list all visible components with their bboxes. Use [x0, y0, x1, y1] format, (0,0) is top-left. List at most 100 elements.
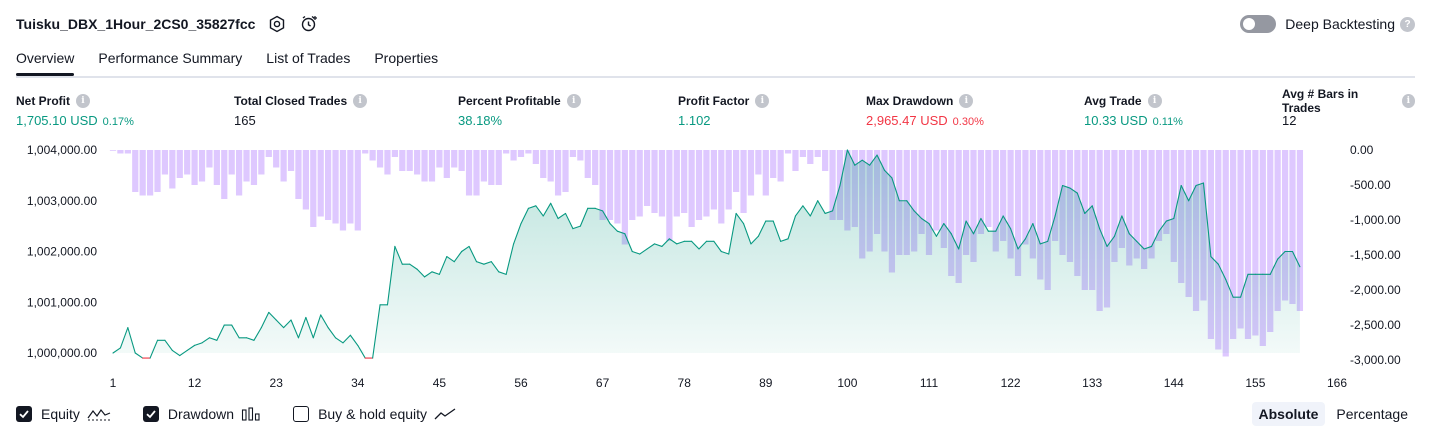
- info-icon[interactable]: i: [76, 94, 90, 108]
- legend-drawdown[interactable]: Drawdown: [142, 406, 261, 422]
- drawdown-bar: [599, 150, 606, 220]
- info-icon[interactable]: i: [1401, 94, 1415, 108]
- drawdown-bar: [317, 150, 324, 217]
- drawdown-tick-label: -2,000.00: [1350, 283, 1401, 297]
- drawdown-bar: [473, 150, 480, 196]
- drawdown-bar: [695, 150, 703, 220]
- equity-segment: [668, 238, 678, 245]
- info-icon[interactable]: i: [959, 94, 974, 108]
- drawdown-bar: [962, 150, 970, 255]
- drawdown-bar: [643, 150, 651, 206]
- equity-tick-label: 1,003,000.00: [27, 194, 97, 208]
- equity-segment: [794, 205, 804, 217]
- equity-drawdown-chart[interactable]: 1,004,000.00 1,003,000.00 1,002,000.00 1,00…: [0, 140, 1431, 396]
- equity-segment: [1188, 184, 1197, 202]
- equity-segment: [883, 169, 893, 179]
- info-icon[interactable]: i: [353, 94, 368, 108]
- drawdown-bar: [925, 150, 933, 255]
- tab-overview[interactable]: Overview: [16, 46, 75, 76]
- drawdown-bar: [109, 150, 117, 151]
- equity-segment: [1180, 184, 1190, 202]
- drawdown-bar: [488, 150, 495, 185]
- buy-hold-checkbox[interactable]: [293, 406, 310, 422]
- equity-segment: [112, 347, 121, 354]
- equity-segment: [334, 337, 344, 344]
- info-icon[interactable]: i: [1147, 94, 1162, 108]
- drawdown-bar: [458, 150, 465, 171]
- equity-segment: [691, 240, 700, 250]
- x-tick-label: 45: [433, 376, 447, 390]
- drawdown-bar: [651, 150, 658, 213]
- deep-backtesting-toggle[interactable]: [1240, 15, 1277, 33]
- x-tick-label: 67: [596, 376, 610, 390]
- drawdown-bar: [733, 150, 740, 192]
- drawdown-bar: [517, 150, 525, 157]
- drawdown-bar: [250, 150, 258, 185]
- drawdown-bar: [1141, 150, 1148, 269]
- drawdown-bar: [985, 150, 992, 227]
- equity-segment: [134, 352, 144, 359]
- settings-icon[interactable]: [267, 14, 287, 34]
- drawdown-bar: [1037, 150, 1044, 280]
- equity-checkbox[interactable]: [16, 406, 32, 422]
- drawdown-bar: [1103, 150, 1111, 308]
- strategy-title: Tuisku_DBX_1Hour_2CS0_35827fcc: [16, 16, 256, 32]
- drawdown-tick-label: -1,000.00: [1350, 213, 1401, 227]
- info-icon[interactable]: i: [755, 94, 770, 108]
- absolute-button[interactable]: Absolute: [1251, 402, 1326, 426]
- legend-equity[interactable]: Equity: [16, 406, 111, 422]
- chart-legend: Equity Drawdown Buy & hold equity: [16, 403, 488, 425]
- drawdown-bar: [451, 150, 458, 168]
- drawdown-bar: [673, 150, 680, 217]
- drawdown-bar: [428, 150, 436, 182]
- tab-list-of-trades[interactable]: List of Trades: [266, 50, 351, 66]
- drawdown-bar: [495, 150, 502, 185]
- equity-segment: [772, 220, 782, 242]
- stat-net-profit: Net Profit i 1,705.10 USD 0.17%: [16, 93, 134, 129]
- drawdown-bars-icon: [241, 407, 261, 421]
- equity-segment: [1225, 278, 1234, 298]
- drawdown-bar: [221, 150, 228, 199]
- equity-segment: [394, 245, 403, 265]
- drawdown-bar: [184, 150, 191, 175]
- equity-segment: [1106, 235, 1115, 247]
- equity-segment: [742, 223, 752, 245]
- drawdown-bar: [362, 150, 369, 154]
- drawdown-bar: [332, 150, 339, 224]
- drawdown-bar: [1267, 150, 1274, 332]
- drawdown-bar: [1281, 150, 1289, 301]
- drawdown-bar: [1163, 150, 1170, 234]
- tab-performance-summary[interactable]: Performance Summary: [98, 50, 243, 66]
- drawdown-bar: [310, 150, 317, 227]
- equity-segment: [869, 154, 878, 166]
- equity-segment: [490, 261, 500, 273]
- drawdown-bar: [414, 150, 421, 175]
- help-icon[interactable]: ?: [1400, 16, 1415, 32]
- equity-segment: [231, 324, 240, 339]
- deep-backtesting: Deep Backtesting ?: [1240, 12, 1415, 36]
- equity-segment: [1217, 263, 1227, 280]
- x-tick-label: 56: [514, 376, 528, 390]
- equity-segment: [1277, 250, 1286, 260]
- equity-segment: [275, 319, 285, 329]
- drawdown-checkbox[interactable]: [142, 406, 159, 422]
- equity-segment: [943, 223, 952, 235]
- equity-segment: [935, 223, 945, 237]
- stat-max-drawdown: Max Drawdown i 2,965.47 USD 0.30%: [866, 93, 984, 129]
- equity-segment: [216, 324, 225, 341]
- equity-segment: [260, 311, 270, 329]
- add-alert-icon[interactable]: [299, 14, 319, 34]
- x-tick-label: 166: [1327, 376, 1347, 390]
- stat-label: Net Profit: [16, 94, 70, 108]
- drawdown-bar: [258, 150, 265, 175]
- equity-segment: [750, 235, 759, 245]
- drawdown-bar: [1222, 150, 1229, 357]
- equity-segment: [861, 159, 871, 166]
- equity-segment: [832, 184, 841, 212]
- equity-segment: [824, 210, 834, 214]
- percentage-button[interactable]: Percentage: [1336, 406, 1408, 422]
- tab-properties[interactable]: Properties: [374, 50, 439, 66]
- info-icon[interactable]: i: [566, 94, 581, 108]
- legend-buy-hold[interactable]: Buy & hold equity: [293, 406, 456, 422]
- drawdown-bar: [198, 150, 206, 182]
